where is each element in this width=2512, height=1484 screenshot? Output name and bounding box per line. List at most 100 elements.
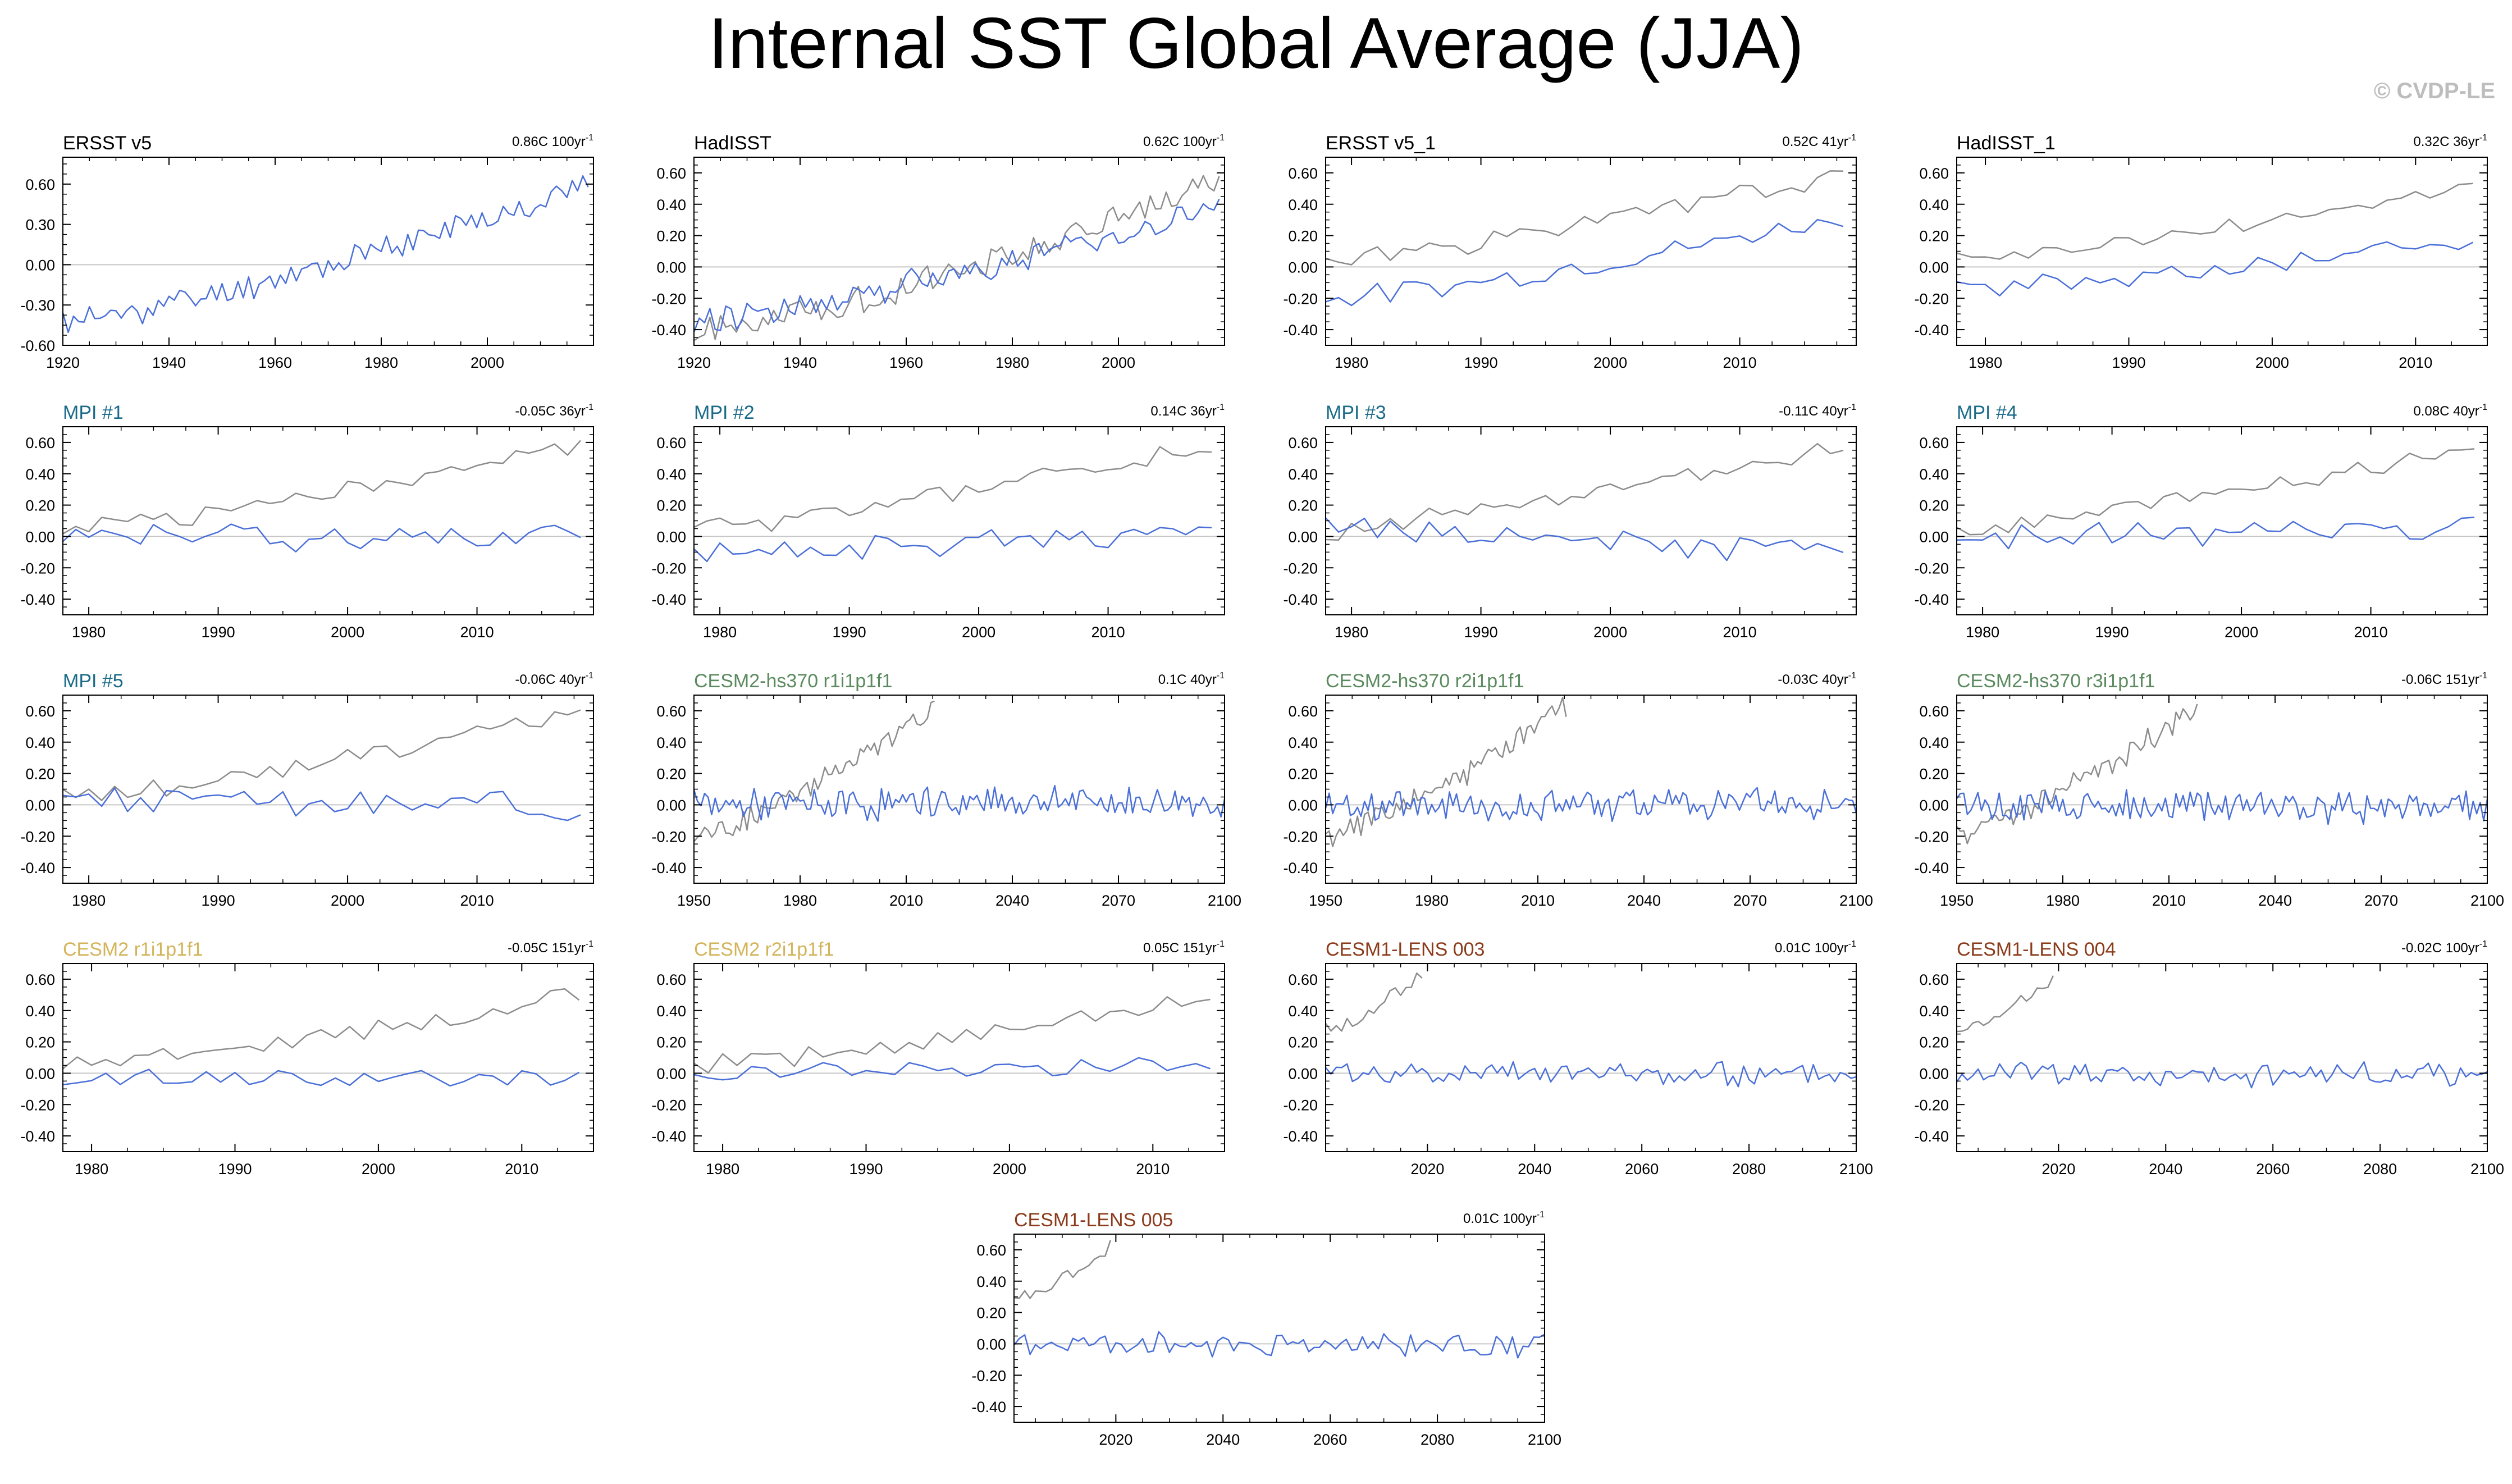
panel-mpi4: MPI #4 0.08C 40yr-1 -0.40 -0.20 0.00 0.20 0.40…: [1914, 402, 2488, 641]
x-tick-label: 2020: [1410, 1161, 1444, 1177]
y-tick-label: -0.20: [1914, 290, 1949, 307]
y-tick-label: -0.40: [651, 1128, 686, 1145]
obs-series-line: [1324, 972, 1423, 1032]
x-tick-label: 2080: [1732, 1161, 1766, 1177]
x-tick-label: 2020: [1099, 1431, 1132, 1448]
panel-hadisst1: HadISST_1 0.32C 36yr-1 -0.40 -0.20 0.00 0.20 0…: [1914, 133, 2488, 371]
y-tick-label: 0.00: [656, 1065, 686, 1082]
plot-frame: [693, 426, 1225, 615]
plot-frame: [1956, 157, 2488, 346]
panel-title: MPI #3: [1326, 402, 1386, 423]
y-tick-label: -0.40: [20, 1128, 55, 1145]
x-tick-label: 2000: [2255, 354, 2289, 371]
y-tick-label: -0.40: [1914, 1128, 1949, 1145]
x-tick-label: 2000: [962, 624, 995, 641]
x-tick-label: 1950: [1940, 892, 1974, 909]
y-tick-label: 0.20: [1919, 766, 1949, 783]
obs-series-line: [693, 446, 1212, 532]
model-series-line: [1956, 241, 2474, 296]
x-tick-label: 1980: [1966, 624, 1999, 641]
x-tick-label: 1990: [202, 624, 235, 641]
y-tick-label: 0.00: [1919, 528, 1949, 545]
y-tick-label: -0.20: [1914, 560, 1949, 577]
y-tick-label: -0.20: [651, 1097, 686, 1113]
panel-lens004: CESM1-LENS 004 -0.02C 100yr-1 -0.40 -0.20 0.…: [1914, 939, 2504, 1177]
x-tick-label: 2010: [460, 892, 494, 909]
model-series-line: [1956, 1061, 2488, 1089]
y-tick-label: 0.40: [976, 1273, 1006, 1290]
x-tick-label: 1940: [152, 354, 186, 371]
x-tick-label: 1950: [677, 892, 711, 909]
x-tick-label: 2080: [2363, 1161, 2397, 1177]
y-tick-label: -0.40: [651, 591, 686, 608]
trend-label: 0.1C 40yr-1: [1158, 671, 1225, 687]
y-tick-label: 0.40: [656, 197, 686, 213]
y-tick-label: 0.60: [1919, 971, 1949, 988]
panel-mpi3: MPI #3 -0.11C 40yr-1 -0.40 -0.20 0.00 0.20 0.4…: [1283, 402, 1857, 641]
y-tick-label: 0.20: [976, 1305, 1006, 1322]
y-tick-label: 0.60: [1288, 703, 1318, 720]
y-tick-label: -0.20: [1914, 1097, 1949, 1113]
y-tick-label: 0.00: [976, 1336, 1006, 1353]
plot-frame: [1956, 695, 2488, 884]
x-tick-label: 2070: [1733, 892, 1767, 909]
y-tick-label: -0.20: [651, 560, 686, 577]
panel-mpi5: MPI #5 -0.06C 40yr-1 -0.40 -0.20 0.00 0.20 0.4…: [20, 670, 594, 909]
y-tick-label: 0.60: [976, 1242, 1006, 1259]
plot-frame: [1325, 426, 1857, 615]
y-tick-label: -0.20: [651, 290, 686, 307]
x-tick-label: 2010: [2152, 892, 2186, 909]
panel-title: CESM1-LENS 005: [1014, 1209, 1173, 1231]
x-tick-label: 1980: [72, 892, 106, 909]
obs-series-line: [1956, 704, 2198, 844]
y-tick-label: 0.00: [656, 528, 686, 545]
model-series-line: [693, 199, 1220, 332]
y-tick-label: 0.60: [25, 971, 55, 988]
panel-lens005: CESM1-LENS 005 0.01C 100yr-1 -0.40 -0.20 0.0…: [971, 1209, 1561, 1448]
x-tick-label: 1980: [1969, 354, 2002, 371]
y-tick-label: -0.20: [1283, 290, 1318, 307]
y-tick-label: 0.20: [656, 766, 686, 783]
model-series-line: [693, 526, 1212, 563]
y-tick-label: 0.40: [656, 734, 686, 751]
x-tick-label: 1980: [1335, 624, 1368, 641]
model-series-line: [1325, 517, 1844, 561]
y-tick-label: -0.20: [1914, 828, 1949, 845]
x-tick-label: 2100: [2470, 1161, 2504, 1177]
obs-series-line: [62, 709, 581, 801]
model-series-line: [1956, 789, 2488, 825]
x-tick-label: 1980: [706, 1161, 739, 1177]
plot-frame: [1325, 963, 1857, 1152]
y-tick-label: -0.20: [1283, 828, 1318, 845]
y-tick-label: -0.20: [971, 1367, 1006, 1384]
panel-hs370b: CESM2-hs370 r2i1p1f1 -0.03C 40yr-1 -0.40 -0…: [1283, 670, 1873, 909]
panel-title: ERSST v5: [63, 133, 152, 154]
y-tick-label: 0.30: [25, 217, 55, 234]
trend-label: -0.06C 151yr-1: [2401, 671, 2487, 687]
obs-series-line: [62, 988, 580, 1070]
y-tick-label: 0.40: [1288, 734, 1318, 751]
x-tick-label: 1920: [677, 354, 711, 371]
x-tick-label: 2040: [2258, 892, 2292, 909]
model-series-line: [1325, 1061, 1857, 1088]
x-tick-label: 1980: [75, 1161, 108, 1177]
x-tick-label: 1980: [364, 354, 398, 371]
panel-hs370c: CESM2-hs370 r3i1p1f1 -0.06C 151yr-1 -0.40 -…: [1914, 670, 2504, 909]
x-tick-label: 2040: [1627, 892, 1661, 909]
plot-frame: [1325, 157, 1857, 346]
x-tick-label: 2100: [2470, 892, 2504, 909]
x-tick-label: 1990: [2095, 624, 2129, 641]
y-tick-label: 0.40: [25, 466, 55, 483]
obs-series-line: [693, 175, 1220, 341]
y-tick-label: -0.40: [1283, 1128, 1318, 1145]
obs-series-line: [62, 440, 581, 535]
model-series-line: [693, 784, 1226, 822]
y-tick-label: -0.20: [20, 1097, 55, 1113]
page-title: Internal SST Global Average (JJA): [708, 3, 1804, 84]
panel-title: CESM2-hs370 r2i1p1f1: [1326, 670, 1524, 692]
y-tick-label: 0.60: [1288, 165, 1318, 182]
trend-label: 0.52C 41yr-1: [1782, 133, 1856, 149]
trend-label: 0.01C 100yr-1: [1463, 1210, 1545, 1226]
trend-label: 0.62C 100yr-1: [1143, 133, 1225, 149]
y-tick-label: -0.40: [1914, 591, 1949, 608]
